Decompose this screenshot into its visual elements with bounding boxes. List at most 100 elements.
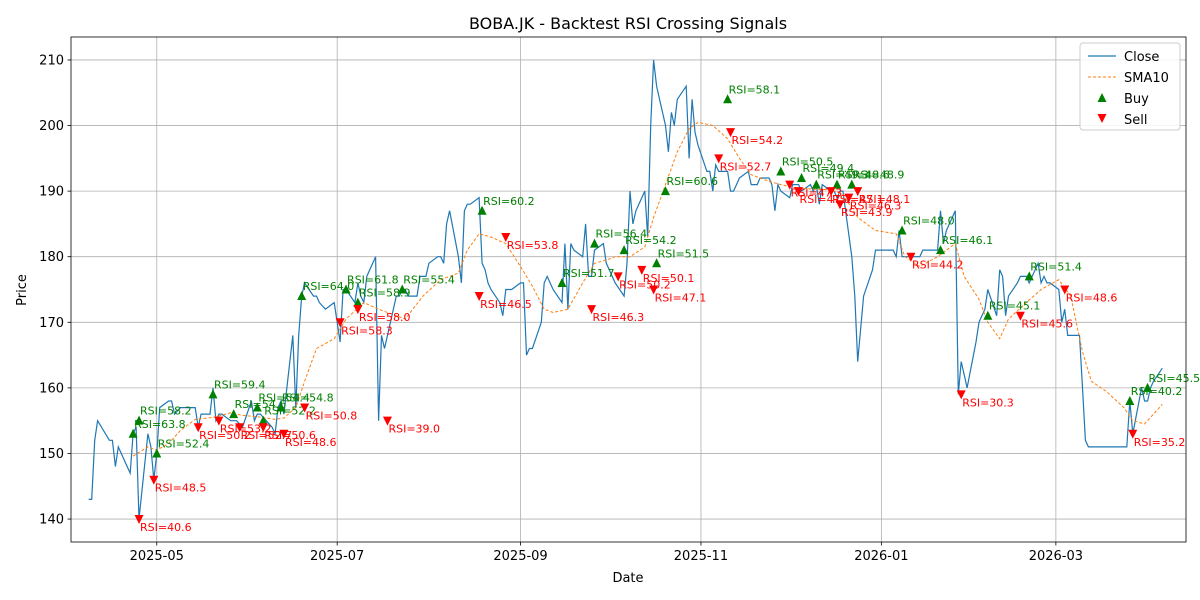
legend-buy-label: Buy	[1124, 92, 1149, 107]
buy-marker	[589, 238, 599, 248]
buy-annotation: RSI=49.4	[803, 162, 855, 175]
y-tick-label: 160	[39, 381, 64, 396]
buy-marker	[776, 166, 786, 176]
legend-buy-swatch	[1097, 93, 1107, 102]
y-axis-label: Price	[15, 274, 30, 306]
sell-marker	[637, 265, 647, 275]
x-tick-label: 2025-05	[130, 549, 184, 564]
buy-annotation: RSI=60.6	[666, 175, 718, 188]
legend-sma-label: SMA10	[1124, 71, 1169, 86]
sell-marker	[501, 233, 511, 243]
sell-marker	[258, 423, 268, 433]
sell-marker	[956, 390, 966, 400]
sell-marker	[335, 318, 345, 328]
sell-marker	[149, 475, 159, 485]
buy-marker	[619, 245, 629, 255]
y-tick-label: 150	[39, 447, 64, 462]
sell-annotation: RSI=44.2	[912, 259, 964, 272]
sell-annotation: RSI=58.3	[341, 324, 393, 337]
buy-annotation: RSI=52.4	[158, 437, 210, 450]
buy-annotation: RSI=51.7	[563, 267, 615, 280]
buy-annotation: RSI=51.4	[1030, 260, 1082, 273]
buy-marker	[208, 389, 218, 399]
buy-marker	[983, 310, 993, 320]
sell-annotation: RSI=52.7	[241, 429, 293, 442]
sell-marker	[134, 515, 144, 525]
buy-annotation: RSI=48.0	[903, 214, 955, 227]
buy-annotation: RSI=51.5	[658, 247, 710, 260]
buy-marker	[811, 179, 821, 189]
buy-annotation: RSI=60.2	[483, 195, 535, 208]
buy-marker	[477, 205, 487, 215]
sell-marker	[353, 305, 363, 315]
buy-annotation: RSI=61.8	[347, 274, 399, 287]
legend-box	[1079, 42, 1181, 131]
sell-annotation: RSI=48.6	[1066, 292, 1118, 305]
sell-marker	[1060, 285, 1070, 295]
y-tick-label: 170	[39, 316, 64, 331]
sell-marker	[1128, 429, 1138, 439]
buy-annotation: RSI=48.9	[853, 169, 905, 182]
buy-annotation: RSI=45.5	[1149, 372, 1200, 385]
sell-annotation: RSI=47.1	[655, 292, 707, 305]
buy-marker	[276, 402, 286, 412]
x-tick-label: 2025-11	[674, 549, 728, 564]
buy-marker	[897, 225, 907, 235]
sell-marker	[835, 200, 845, 210]
buy-annotation: RSI=54.4	[258, 392, 310, 405]
sell-annotation: RSI=50.8	[306, 410, 358, 423]
buy-annotation: RSI=54.8	[282, 392, 334, 405]
sell-marker	[785, 180, 795, 190]
chart-title: BOBA.JK - Backtest RSI Crossing Signals	[469, 14, 787, 33]
sell-annotation: RSI=50.6	[264, 429, 316, 442]
buy-annotation: RSI=59.4	[214, 378, 266, 391]
y-tick-label: 140	[39, 513, 64, 528]
axis-ticks: 140 150 160 170 180 190 200 210 2025-05 2025-07 20…	[39, 53, 1083, 564]
sell-marker	[193, 423, 203, 433]
sell-annotation: RSI=43.9	[841, 206, 893, 219]
sell-annotation: RSI=30.3	[962, 396, 1014, 409]
buy-marker	[128, 428, 138, 438]
x-tick-label: 2026-03	[1029, 549, 1083, 564]
sell-marker	[474, 292, 484, 302]
buy-marker	[353, 297, 363, 307]
sell-annotation: RSI=58.0	[359, 311, 411, 324]
sell-marker	[649, 285, 659, 295]
series-layer	[88, 59, 1163, 520]
buy-marker	[936, 245, 946, 255]
sell-annotation: RSI=40.6	[140, 521, 192, 534]
x-tick-label: 2025-07	[310, 549, 364, 564]
sell-marker	[794, 187, 804, 197]
sell-marker	[235, 423, 245, 433]
y-tick-label: 210	[39, 53, 64, 68]
x-tick-label: 2026-01	[854, 549, 908, 564]
sell-annotation: RSI=48.6	[285, 436, 337, 449]
buy-annotation: RSI=58.2	[140, 405, 192, 418]
sell-marker	[279, 429, 289, 439]
y-tick-label: 180	[39, 250, 64, 265]
plot-frame	[70, 36, 1187, 543]
buy-annotation: RSI=48.6	[838, 169, 890, 182]
buy-annotation: RSI=58.1	[729, 83, 781, 96]
sell-marker	[726, 128, 736, 138]
x-tick-label: 2025-09	[493, 549, 547, 564]
sell-annotation: RSI=48.1	[859, 193, 911, 206]
buy-annotation: RSI=45.1	[989, 300, 1041, 313]
buy-annotation: RSI=54.6	[235, 398, 287, 411]
sell-marker	[906, 252, 916, 262]
grid	[71, 37, 1186, 542]
sell-marker	[1015, 311, 1025, 321]
buy-marker	[723, 94, 733, 104]
sell-marker	[300, 403, 310, 413]
sell-marker	[714, 154, 724, 164]
y-tick-label: 190	[39, 185, 64, 200]
buy-annotation: RSI=56.4	[595, 228, 647, 241]
buy-marker	[1125, 395, 1135, 405]
buy-marker	[134, 415, 144, 425]
sell-annotation: RSI=50.1	[643, 272, 695, 285]
sell-annotation: RSI=48.5	[155, 482, 207, 495]
buy-marker	[557, 277, 567, 287]
